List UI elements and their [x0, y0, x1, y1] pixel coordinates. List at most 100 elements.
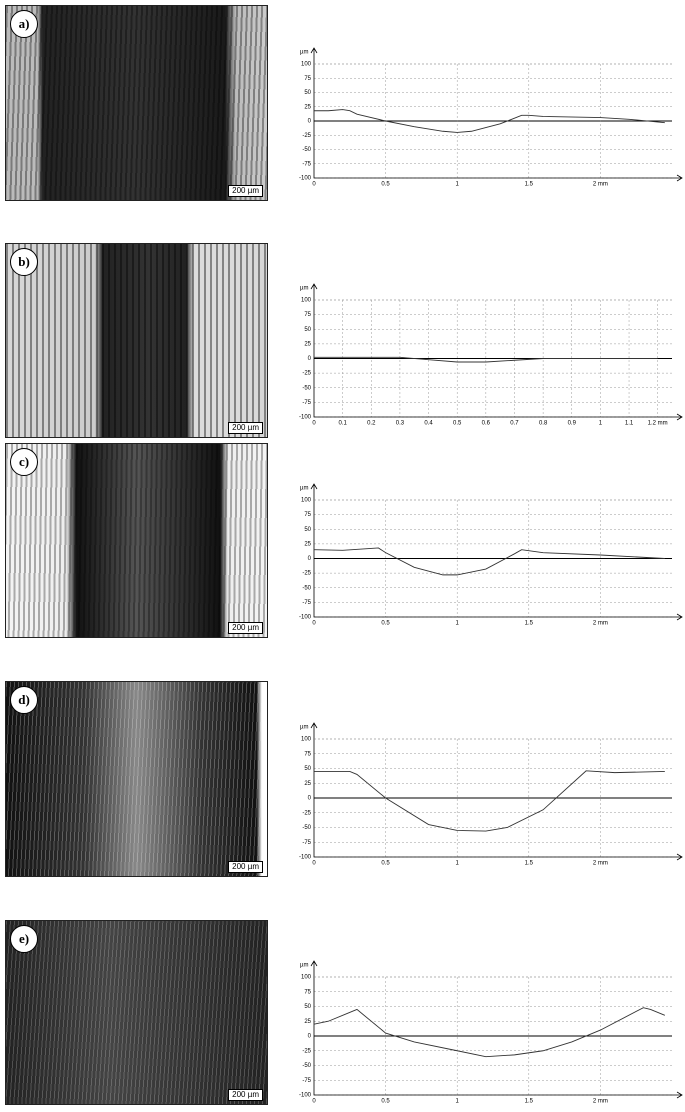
y-tick-label: -100: [299, 615, 312, 621]
y-tick-label: 50: [304, 766, 311, 772]
y-axis-label: µm: [300, 50, 308, 56]
profile-line: [313, 547, 665, 576]
y-tick-label: -50: [302, 147, 311, 153]
y-tick-label: 50: [304, 327, 311, 333]
micrograph: e) 200 µm: [5, 920, 268, 1105]
y-tick-label: 0: [308, 1034, 312, 1040]
y-tick-label: 75: [304, 312, 311, 318]
y-tick-label: -50: [302, 385, 311, 391]
y-tick-label: -75: [302, 400, 311, 406]
x-tick-label: 0.9: [568, 421, 577, 427]
y-tick-label: 0: [308, 556, 312, 562]
y-tick-label: -50: [302, 1063, 311, 1069]
y-tick-label: 0: [308, 796, 312, 802]
y-tick-label: 25: [304, 1019, 311, 1025]
x-tick-label: 0: [312, 861, 316, 867]
profile-line: [314, 109, 665, 133]
x-tick-label: 2 mm: [593, 621, 608, 627]
y-tick-label: 75: [304, 512, 311, 518]
y-tick-label: -25: [302, 371, 311, 377]
y-tick-label: -25: [302, 1048, 311, 1054]
x-tick-label: 0.5: [381, 621, 390, 627]
x-tick-label: 1: [456, 1099, 460, 1105]
micrograph: a) 200 µm: [5, 5, 268, 201]
x-tick-label: 0.5: [381, 861, 390, 867]
y-tick-label: 0: [308, 356, 312, 362]
y-axis-label: µm: [300, 725, 308, 731]
y-tick-label: 50: [304, 90, 311, 96]
y-axis-label: µm: [300, 963, 308, 969]
y-tick-label: 50: [304, 1004, 311, 1010]
x-tick-label: 1: [456, 861, 460, 867]
x-tick-label: 1: [599, 421, 603, 427]
y-tick-label: 75: [304, 989, 311, 995]
x-tick-label: 0.5: [381, 1099, 390, 1105]
y-tick-label: 25: [304, 541, 311, 547]
profile-line: [314, 770, 665, 832]
y-tick-label: -25: [302, 571, 311, 577]
profile-line: [314, 356, 658, 363]
x-tick-label: 1.5: [525, 621, 534, 627]
micrograph: d) 200 µm: [5, 681, 268, 877]
x-tick-label: 0.8: [539, 421, 548, 427]
x-tick-label: 0.4: [424, 421, 433, 427]
x-tick-label: 0.2: [367, 421, 376, 427]
x-tick-label: 0.1: [338, 421, 347, 427]
scale-bar: 200 µm: [228, 861, 263, 873]
axes: [310, 283, 683, 421]
profile-line: [313, 1007, 666, 1058]
scale-bar: 200 µm: [228, 1089, 263, 1101]
x-tick-label: 1.5: [525, 861, 534, 867]
y-tick-label: -50: [302, 825, 311, 831]
x-tick-label: 2 mm: [593, 861, 608, 867]
y-tick-label: 25: [304, 781, 311, 787]
y-tick-label: 0: [308, 119, 312, 125]
scale-bar: 200 µm: [228, 422, 263, 434]
axes: [310, 483, 683, 621]
y-tick-label: 100: [301, 62, 312, 68]
x-tick-label: 0: [312, 621, 316, 627]
y-tick-label: -25: [302, 810, 311, 816]
panel-label: d): [10, 686, 38, 714]
y-tick-label: -100: [299, 1093, 312, 1099]
scale-bar: 200 µm: [228, 185, 263, 197]
panel-label: c): [10, 448, 38, 476]
x-tick-label: 0.5: [381, 182, 390, 188]
y-tick-label: 25: [304, 104, 311, 110]
y-tick-label: 100: [301, 737, 312, 743]
x-tick-label: 0.3: [396, 421, 405, 427]
panel-label: e): [10, 925, 38, 953]
y-tick-label: 100: [301, 298, 312, 304]
x-tick-label: 0.6: [482, 421, 491, 427]
y-tick-label: 50: [304, 527, 311, 533]
x-tick-label: 1.5: [525, 182, 534, 188]
y-tick-label: 25: [304, 341, 311, 347]
panel-label: b): [10, 248, 38, 276]
x-tick-label: 2 mm: [593, 1099, 608, 1105]
y-tick-label: 75: [304, 76, 311, 82]
x-tick-label: 0: [312, 421, 316, 427]
y-tick-label: -25: [302, 133, 311, 139]
axes: [310, 722, 683, 861]
x-tick-label: 1.5: [525, 1099, 534, 1105]
x-tick-label: 1: [456, 621, 460, 627]
y-tick-label: -75: [302, 161, 311, 167]
x-tick-label: 0: [312, 1099, 316, 1105]
y-tick-label: 100: [301, 975, 312, 981]
scale-bar: 200 µm: [228, 622, 263, 634]
micrograph: b) 200 µm: [5, 243, 268, 438]
x-tick-label: 1: [456, 182, 460, 188]
y-tick-label: 100: [301, 498, 312, 504]
panel-label: a): [10, 10, 38, 38]
x-tick-label: 0.7: [510, 421, 519, 427]
y-tick-label: -75: [302, 600, 311, 606]
x-tick-label: 1.2 mm: [648, 421, 668, 427]
y-axis-label: µm: [300, 486, 308, 492]
y-tick-label: -75: [302, 1078, 311, 1084]
y-tick-label: 75: [304, 751, 311, 757]
x-tick-label: 0.5: [453, 421, 462, 427]
micrograph: c) 200 µm: [5, 443, 268, 638]
y-tick-label: -100: [299, 855, 312, 861]
